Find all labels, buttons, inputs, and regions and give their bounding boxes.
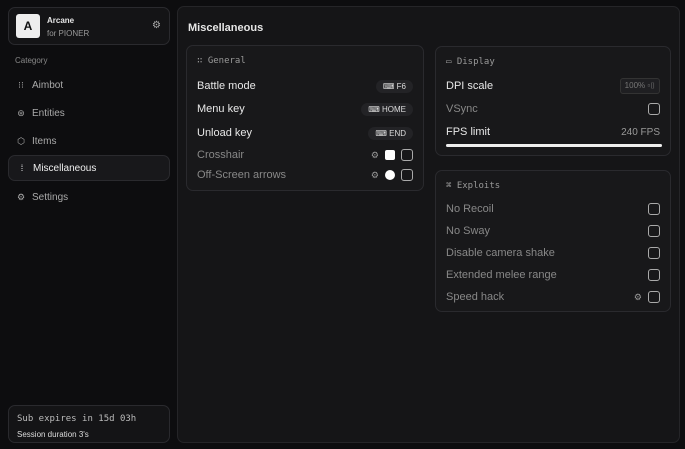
cube-icon: ⬡: [17, 135, 25, 146]
entities-icon: ⊛: [17, 107, 25, 118]
gear-icon[interactable]: ⚙: [370, 169, 379, 180]
monitor-icon: ▭: [446, 57, 457, 67]
offscreen-arrows-checkbox[interactable]: [401, 169, 413, 181]
row-label: Unload key: [197, 127, 253, 139]
card-header: ⌘ Exploits: [446, 181, 501, 191]
vsync-row: VSync: [446, 100, 660, 118]
speed-hack-checkbox[interactable]: [648, 291, 660, 303]
sidebar-item-label: Entities: [32, 107, 65, 119]
offscreen-arrows-row: Off-Screen arrows ⚙: [197, 166, 413, 184]
color-swatch[interactable]: [385, 170, 395, 180]
logo: A: [16, 14, 40, 38]
display-card: ▭ Display DPI scale 100% ▫⌷ VSync FPS lim…: [435, 46, 671, 156]
battle-mode-row: Battle mode ⌨ F6: [197, 77, 413, 95]
no-recoil-checkbox[interactable]: [648, 203, 660, 215]
sidebar-item-settings[interactable]: ⚙ Settings: [8, 184, 170, 210]
brand-subtitle: for PIONER: [47, 29, 90, 38]
keybind-button[interactable]: ⌨ F6: [375, 79, 413, 93]
fps-row: FPS limit 240 FPS: [446, 123, 660, 141]
sidebar-item-label: Aimbot: [32, 79, 64, 91]
gear-icon: ⚙: [16, 191, 26, 202]
no-sway-checkbox[interactable]: [648, 225, 660, 237]
exploit-row: No Recoil: [446, 200, 660, 218]
dpi-input[interactable]: 100% ▫⌷: [619, 78, 660, 94]
crosshair-icon: ⁝⁝: [18, 79, 24, 90]
fps-slider-fill: [446, 144, 662, 147]
list-icon: ∷: [197, 56, 208, 66]
row-label: FPS limit: [446, 126, 490, 138]
row-label: Menu key: [197, 103, 245, 115]
row-label: Battle mode: [197, 80, 256, 92]
brand-card: A Arcane for PIONER ⚙: [8, 7, 170, 45]
row-label: DPI scale: [446, 80, 494, 92]
sidebar: A Arcane for PIONER ⚙ Category ⁝⁝ Aimbot …: [0, 0, 172, 449]
subscription-expiry: Sub expires in 15d 03h: [17, 414, 137, 424]
melee-range-checkbox[interactable]: [648, 269, 660, 281]
card-header: ▭ Display: [446, 57, 495, 67]
misc-icon: ⁞: [20, 163, 24, 173]
fps-value: 240 FPS: [621, 126, 660, 138]
vsync-checkbox[interactable]: [648, 103, 660, 115]
exploit-row: No Sway: [446, 222, 660, 240]
main-panel: Miscellaneous ∷ General Battle mode ⌨ F6 …: [177, 6, 680, 443]
sidebar-item-miscellaneous[interactable]: ⁞ Miscellaneous: [8, 155, 170, 181]
dpi-row: DPI scale 100% ▫⌷: [446, 77, 660, 95]
exploit-row: Speed hack ⚙: [446, 288, 660, 306]
keybind-button[interactable]: ⌨ END: [368, 126, 413, 140]
unload-key-row: Unload key ⌨ END: [197, 124, 413, 142]
keyboard-icon: ⌨: [382, 81, 397, 91]
keyboard-icon: ⌨: [368, 104, 382, 114]
session-duration: Session duration 3's: [17, 430, 89, 439]
general-card: ∷ General Battle mode ⌨ F6 Menu key ⌨ HOME…: [186, 45, 424, 191]
gear-icon[interactable]: ⚙: [152, 20, 161, 31]
exploits-card: ⌘ Exploits No Recoil No Sway Disable cam…: [435, 170, 671, 312]
sidebar-item-items[interactable]: ⬡ Items: [8, 128, 170, 154]
menu-key-row: Menu key ⌨ HOME: [197, 100, 413, 118]
brand-name: Arcane: [47, 16, 75, 25]
sidebar-item-aimbot[interactable]: ⁝⁝ Aimbot: [8, 72, 170, 98]
keybind-button[interactable]: ⌨ HOME: [361, 102, 413, 116]
sidebar-item-label: Miscellaneous: [33, 162, 97, 174]
gear-icon[interactable]: ⚙: [633, 291, 642, 302]
row-label: Off-Screen arrows: [197, 169, 287, 181]
row-label: VSync: [446, 103, 478, 115]
page-title: Miscellaneous: [188, 22, 264, 34]
fps-slider[interactable]: [446, 144, 662, 147]
sidebar-item-entities[interactable]: ⊛ Entities: [8, 100, 170, 126]
bug-icon: ⌘: [446, 181, 457, 191]
camera-shake-checkbox[interactable]: [648, 247, 660, 259]
sidebar-item-label: Items: [32, 135, 57, 147]
gear-icon[interactable]: ⚙: [370, 149, 379, 160]
crosshair-row: Crosshair ⚙: [197, 146, 413, 164]
crosshair-checkbox[interactable]: [401, 149, 413, 161]
card-header: ∷ General: [197, 56, 246, 66]
subscription-card: Sub expires in 15d 03h Session duration …: [8, 405, 170, 443]
color-swatch[interactable]: [385, 150, 395, 160]
category-label: Category: [15, 56, 48, 65]
exploit-row: Extended melee range: [446, 266, 660, 284]
sidebar-item-label: Settings: [32, 191, 69, 203]
row-label: Crosshair: [197, 149, 245, 161]
keyboard-icon: ⌨: [375, 128, 390, 138]
exploit-row: Disable camera shake: [446, 244, 660, 262]
